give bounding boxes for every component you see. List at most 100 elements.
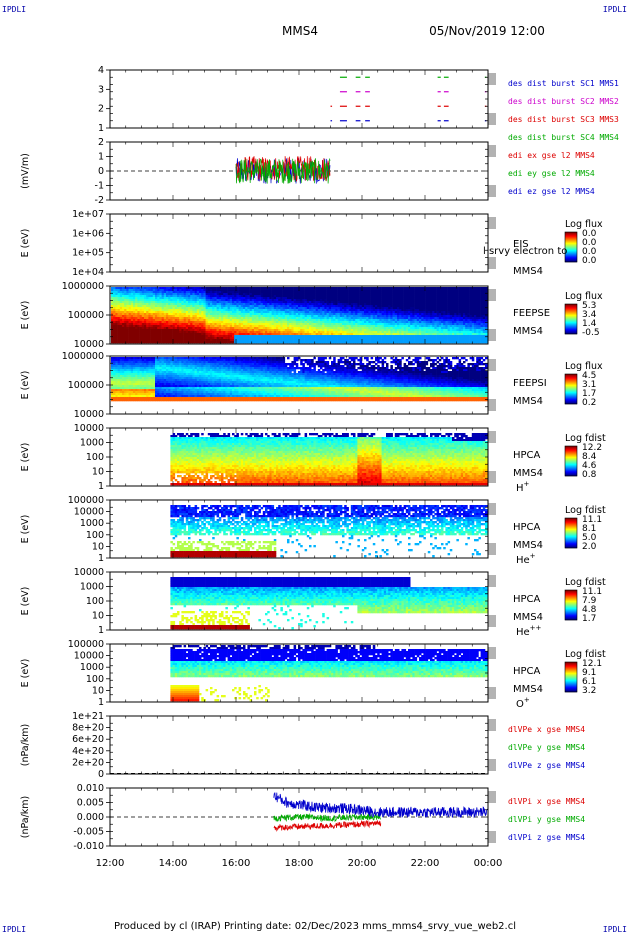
spectrogram-cell — [361, 319, 365, 322]
spectrogram-cell — [192, 295, 195, 298]
spectrogram-cell — [227, 299, 231, 302]
spectrogram-cell — [291, 291, 294, 294]
spectrogram-cell — [135, 329, 138, 332]
spectrogram-cell — [370, 301, 374, 304]
spectrogram-cell — [234, 315, 237, 318]
spectrogram-cell — [315, 333, 319, 336]
spectrogram-cell — [421, 319, 424, 322]
spectrogram-cell — [331, 331, 334, 334]
spectrogram-cell — [122, 295, 125, 298]
spectrogram-cell — [174, 327, 178, 330]
spectrogram-cell — [126, 327, 129, 330]
spectrogram-cell — [434, 305, 437, 308]
spectrogram-cell — [412, 309, 415, 312]
spectrogram-cell — [394, 321, 398, 324]
spectrogram-cell — [174, 317, 178, 320]
spectrogram-cell — [190, 299, 193, 302]
spectrogram-cell — [414, 329, 418, 332]
spectrogram-cell — [346, 321, 349, 324]
spectrogram-cell — [128, 335, 132, 338]
spectrogram-cell — [170, 321, 173, 324]
spectrogram-cell — [245, 325, 248, 328]
spectrogram-cell — [353, 287, 356, 290]
spectrogram-cell — [240, 335, 244, 338]
spectrogram-cell — [181, 335, 184, 338]
spectrogram-cell — [223, 309, 226, 312]
spectrogram-cell — [249, 323, 253, 326]
spectrogram-cell — [469, 313, 473, 316]
spectrogram-cell — [249, 325, 253, 328]
spectrogram-cell — [152, 315, 156, 318]
spectrogram-cell — [126, 321, 129, 324]
spectrogram-cell — [328, 293, 332, 296]
spectrogram-cell — [229, 303, 233, 306]
spectrogram-cell — [117, 329, 121, 332]
spectrogram-cell — [315, 323, 319, 326]
spectrogram-cell — [311, 321, 314, 324]
spectrogram-cell — [141, 315, 145, 318]
spectrogram-cell — [260, 293, 264, 296]
spectrogram-cell — [188, 335, 191, 338]
spectrogram-cell — [287, 311, 290, 314]
spectrogram-cell — [133, 305, 136, 308]
spectrogram-cell — [313, 289, 316, 292]
spectrogram-cell — [262, 333, 266, 336]
spectrogram-cell — [377, 301, 380, 304]
spectrogram-cell — [278, 333, 281, 336]
spectrogram-cell — [311, 315, 314, 318]
spectrogram-cell — [405, 341, 409, 344]
spectrogram-cell — [423, 319, 426, 322]
spectrogram-cell — [135, 313, 138, 316]
spectrogram-cell — [232, 289, 235, 292]
spectrogram-cell — [122, 315, 125, 318]
spectrogram-cell — [177, 329, 180, 332]
spectrogram-cell — [331, 325, 334, 328]
spectrogram-cell — [460, 301, 464, 304]
spectrogram-cell — [298, 321, 301, 324]
spectrogram-cell — [168, 295, 171, 298]
spectrogram-cell — [432, 315, 435, 318]
spectrogram-cell — [348, 331, 352, 334]
spectrogram-cell — [372, 331, 376, 334]
spectrogram-cell — [144, 309, 147, 312]
spectrogram-cell — [337, 323, 341, 326]
spectrogram-cell — [152, 319, 156, 322]
spectrogram-cell — [322, 299, 325, 302]
spectrogram-cell — [159, 333, 162, 336]
spectrogram-cell — [414, 325, 418, 328]
spectrogram-cell — [434, 323, 437, 326]
spectrogram-cell — [245, 317, 248, 320]
spectrogram-cell — [394, 297, 398, 300]
spectrogram-cell — [236, 333, 239, 336]
spectrogram-cell — [452, 295, 455, 298]
spectrogram-cell — [291, 323, 294, 326]
spectrogram-cell — [214, 297, 217, 300]
spectrogram-cell — [458, 293, 462, 296]
spectrogram-cell — [399, 313, 402, 316]
spectrogram-cell — [122, 291, 125, 294]
spectrogram-cell — [152, 337, 156, 340]
spectrogram-cell — [181, 317, 184, 320]
spectrogram-cell — [403, 297, 407, 300]
spectrogram-cell — [207, 339, 211, 342]
spectrogram-cell — [368, 305, 371, 308]
spectrogram-cell — [443, 303, 446, 306]
spectrogram-cell — [328, 319, 332, 322]
spectrogram-cell — [441, 319, 444, 322]
spectrogram-cell — [278, 321, 281, 324]
spectrogram-cell — [229, 323, 233, 326]
spectrogram-cell — [471, 299, 475, 302]
spectrogram-cell — [324, 289, 327, 292]
spectrogram-cell — [320, 293, 323, 296]
spectrogram-cell — [163, 315, 167, 318]
spectrogram-cell — [210, 337, 213, 340]
spectrogram-cell — [232, 331, 235, 334]
spectrogram-cell — [298, 297, 301, 300]
spectrogram-cell — [361, 321, 365, 324]
spectrogram-cell — [414, 321, 418, 324]
spectrogram-cell — [375, 297, 378, 300]
spectrogram-cell — [383, 315, 387, 318]
spectrogram-cell — [449, 299, 453, 302]
spectrogram-cell — [414, 293, 418, 296]
spectrogram-cell — [291, 335, 294, 338]
